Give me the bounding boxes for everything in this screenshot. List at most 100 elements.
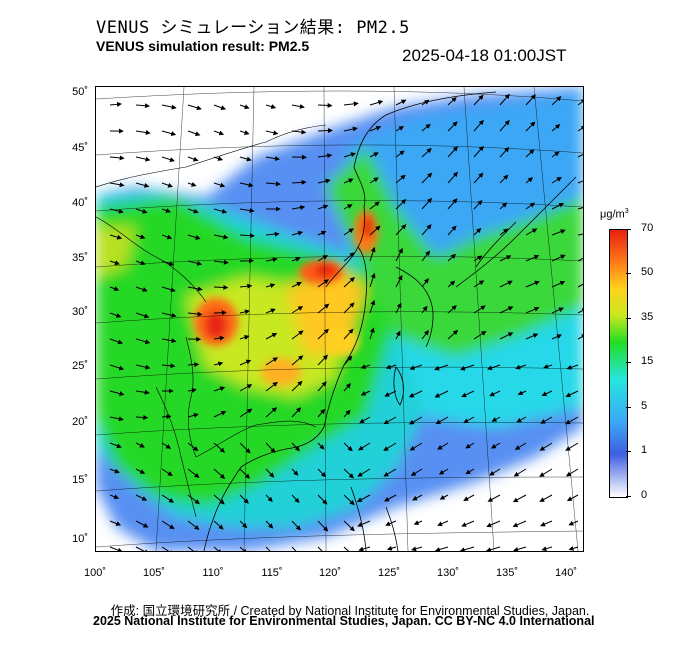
wind-arrow (317, 102, 333, 108)
wind-arrow (512, 494, 527, 503)
wind-arrow (473, 280, 485, 288)
colorbar-unit-text: μg/m (600, 208, 625, 221)
wind-arrow (135, 260, 146, 266)
wind-arrow (187, 387, 197, 393)
wind-arrow (265, 407, 278, 418)
wind-arrow (360, 364, 371, 369)
lon-label-135: 135˚ (495, 567, 519, 579)
wind-arrow (109, 442, 122, 449)
wind-arrow (239, 468, 251, 479)
wind-arrow (213, 310, 227, 316)
wind-arrow (239, 104, 250, 110)
wind-arrow (447, 97, 457, 106)
wind-arrow (135, 234, 146, 240)
wind-arrow (409, 442, 423, 451)
wind-arrow (435, 416, 449, 425)
wind-arrow (343, 383, 351, 392)
wind-arrow (359, 416, 371, 424)
wind-arrow (577, 308, 583, 314)
wind-arrow (447, 121, 458, 132)
wind-arrow (187, 412, 199, 418)
wind-arrow (161, 130, 177, 136)
pm25-map (95, 86, 584, 552)
colorbar-tick-70: 70 (641, 222, 654, 234)
wind-arrow (343, 546, 349, 551)
lon-label-125: 125˚ (377, 567, 401, 579)
wind-arrow (465, 468, 475, 475)
wind-arrow (461, 520, 475, 527)
wind-arrow (459, 364, 475, 371)
wind-arrow (577, 125, 583, 132)
wind-arrow (499, 202, 508, 210)
wind-arrow (358, 442, 371, 451)
wind-arrow (265, 494, 273, 503)
wind-arrow (551, 96, 562, 106)
wind-arrow (291, 520, 301, 531)
pm25-field (96, 87, 583, 551)
wind-arrow (551, 151, 560, 158)
colorbar-tick-mark (626, 407, 631, 408)
wind-arrow (421, 224, 432, 236)
wind-arrow (551, 334, 563, 340)
wind-arrow (577, 153, 583, 158)
wind-arrow (161, 363, 176, 369)
wind-arrow (213, 411, 227, 418)
wind-arrow (525, 149, 535, 158)
wind-arrow (395, 330, 401, 340)
wind-arrow (447, 225, 457, 236)
wind-arrow (577, 334, 583, 340)
wind-arrow (161, 414, 172, 420)
wind-arrow (473, 330, 487, 340)
wind-arrow (135, 156, 151, 162)
wind-arrow (499, 228, 509, 236)
wind-arrow (447, 305, 457, 314)
wind-arrow (499, 280, 513, 288)
wind-arrow (383, 442, 397, 451)
wind-arrow (395, 174, 406, 184)
colorbar-tick-mark (626, 496, 631, 497)
wind-arrow (461, 390, 475, 398)
wind-arrow (161, 494, 175, 503)
wind-arrow (343, 520, 355, 532)
wind-arrow (317, 328, 329, 340)
wind-arrow (525, 280, 540, 288)
wind-arrow (317, 468, 327, 478)
wind-arrow (265, 130, 279, 136)
wind-arrow (447, 253, 457, 262)
wind-arrow (291, 205, 306, 211)
wind-arrow (291, 407, 302, 418)
wind-arrow (551, 280, 566, 288)
lon-label-115: 115˚ (261, 567, 283, 579)
wind-arrow (265, 257, 278, 263)
country-borders (96, 124, 327, 518)
wind-arrow (317, 520, 329, 532)
wind-arrow (161, 260, 175, 266)
wind-arrow (565, 416, 579, 425)
wind-arrow (317, 153, 333, 159)
wind-arrow (551, 176, 562, 184)
wind-arrow (525, 177, 534, 184)
wind-arrow (135, 442, 145, 448)
wind-arrow (317, 279, 330, 288)
wind-arrow (540, 520, 553, 527)
wind-arrow (408, 416, 423, 425)
wind-arrow (317, 303, 330, 314)
lat-label-25: 25˚ (72, 360, 88, 372)
wind-arrow (187, 182, 197, 187)
wind-arrow (109, 546, 123, 551)
wind-arrow (512, 520, 527, 528)
wind-arrow (187, 311, 203, 317)
wind-arrow (213, 386, 226, 392)
wind-arrow (317, 255, 328, 262)
wind-arrow (525, 333, 539, 340)
wind-arrow (343, 228, 354, 236)
wind-arrow (566, 494, 579, 501)
wind-arrow (109, 494, 120, 500)
wind-arrow (358, 546, 371, 551)
wind-arrow (369, 327, 375, 340)
wind-arrow (369, 299, 376, 314)
wind-arrow (343, 152, 356, 158)
lon-label-110: 110˚ (202, 567, 224, 579)
colorbar-tick-0: 0 (641, 489, 648, 501)
lat-label-35: 35˚ (72, 252, 88, 264)
